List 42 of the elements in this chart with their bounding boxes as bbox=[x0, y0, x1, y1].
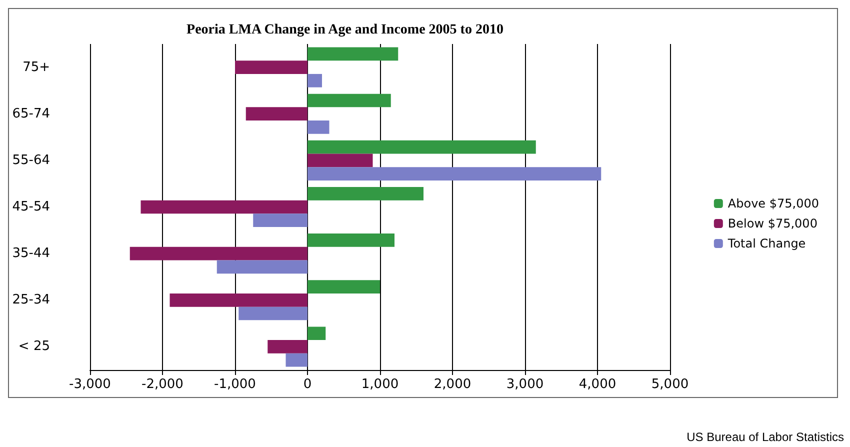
x-tick-label: 4,000 bbox=[578, 377, 616, 392]
bar bbox=[308, 154, 373, 168]
bar bbox=[308, 47, 398, 61]
text: US Bureau of Labor Statistics bbox=[686, 430, 844, 444]
bar bbox=[238, 306, 308, 320]
legend-label: Total Change bbox=[726, 236, 806, 250]
bar bbox=[140, 200, 308, 214]
y-tick-label: 35-44 bbox=[12, 246, 50, 262]
y-tick-label: 25-34 bbox=[12, 292, 50, 308]
x-tick-label: 3,000 bbox=[506, 377, 544, 392]
bar bbox=[308, 140, 536, 154]
x-tick-label: 2,000 bbox=[434, 377, 472, 392]
bar bbox=[170, 293, 308, 307]
y-tick-label: 55-64 bbox=[12, 152, 50, 168]
bar bbox=[308, 280, 380, 294]
bar bbox=[246, 107, 308, 121]
legend-label: Above $75,000 bbox=[728, 196, 820, 210]
y-tick-label: 45-54 bbox=[12, 200, 50, 214]
x-tick-label: 1,000 bbox=[361, 377, 399, 392]
legend-label: Below $75,000 bbox=[728, 216, 818, 230]
x-tick-label: 5,000 bbox=[651, 377, 689, 392]
y-tick-label: 65-74 bbox=[12, 106, 50, 122]
x-tick-label: -3,000 bbox=[69, 377, 111, 392]
bar bbox=[286, 353, 308, 367]
x-tick-label: -2,000 bbox=[142, 377, 184, 392]
bar bbox=[308, 167, 602, 180]
bar bbox=[308, 74, 322, 88]
bar bbox=[308, 234, 394, 247]
bar bbox=[130, 246, 308, 260]
bar bbox=[235, 60, 308, 74]
bar bbox=[308, 186, 424, 200]
x-tick-label: 0 bbox=[303, 377, 312, 392]
bar bbox=[308, 94, 391, 108]
bar bbox=[216, 260, 308, 274]
x-tick-label: -1,000 bbox=[214, 377, 256, 392]
bar bbox=[308, 120, 330, 134]
bar bbox=[268, 340, 308, 354]
bar bbox=[253, 214, 308, 228]
chart-title: Peoria LMA Change in Age and Income 2005 to 2010 bbox=[186, 22, 504, 38]
y-tick-label: < 25 bbox=[18, 339, 50, 354]
y-tick-label: 75+ bbox=[22, 60, 50, 75]
bar bbox=[308, 326, 326, 340]
